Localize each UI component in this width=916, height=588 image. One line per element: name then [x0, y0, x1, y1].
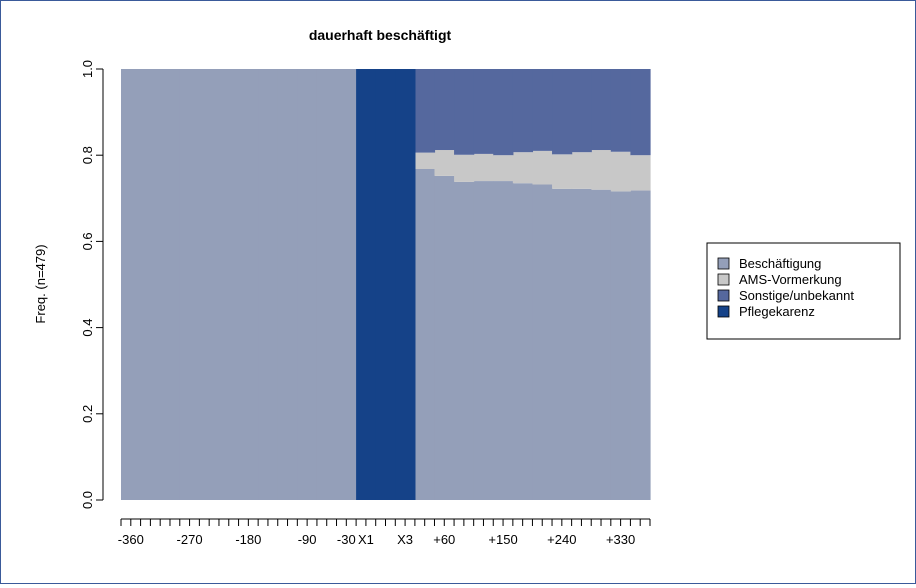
- plot-area: [121, 69, 651, 501]
- area-segment: [571, 69, 592, 153]
- legend-label: Sonstige/unbekannt: [739, 288, 854, 303]
- y-tick-label: 0.4: [80, 319, 95, 337]
- area-segment: [336, 69, 357, 500]
- area-segment: [258, 69, 279, 500]
- area-segment: [356, 69, 377, 500]
- series-pflegekarenz: [356, 69, 416, 500]
- x-tick-label: +330: [606, 532, 635, 547]
- x-tick-label: X1: [358, 532, 374, 547]
- area-segment: [552, 69, 573, 155]
- legend-box: [706, 242, 901, 340]
- area-segment: [454, 181, 475, 501]
- y-tick-label: 0.2: [80, 405, 95, 423]
- area-segment: [473, 153, 494, 182]
- area-segment: [610, 69, 631, 152]
- area-segment: [512, 183, 534, 500]
- y-tick-label: 1.0: [80, 60, 95, 78]
- area-segment: [414, 152, 436, 169]
- legend-label: Pflegekarenz: [739, 304, 815, 319]
- area-segment: [512, 69, 534, 153]
- area-segment: [591, 189, 612, 500]
- area-segment: [512, 152, 534, 184]
- x-tick-label: +60: [433, 532, 455, 547]
- y-tick-label: 0.6: [80, 232, 95, 250]
- y-axis-label: Freq. (n=479): [33, 244, 48, 323]
- area-segment: [571, 152, 592, 189]
- area-segment: [630, 190, 651, 501]
- x-tick-label: +150: [488, 532, 517, 547]
- y-tick-label: 0.8: [80, 146, 95, 164]
- legend-label: AMS-Vormerkung: [739, 272, 842, 287]
- area-segment: [434, 175, 455, 500]
- area-segment: [179, 69, 200, 500]
- series-sonstige-unbekannt: [414, 69, 651, 156]
- x-axis: -360 -270 -180 -90 -30 X1 X3 +60 +150 +240 +330: [118, 518, 651, 547]
- area-segment: [552, 188, 573, 500]
- x-tick-label: X3: [397, 532, 413, 547]
- legend-swatch: [717, 257, 730, 270]
- legend-swatch: [717, 305, 730, 318]
- x-tick-label: -180: [235, 532, 261, 547]
- y-tick-label: 0.0: [80, 491, 95, 509]
- area-segment: [532, 69, 553, 151]
- area-segment: [199, 69, 220, 500]
- area-segment: [454, 69, 475, 155]
- area-segment: [238, 69, 259, 500]
- x-tick-label: -90: [298, 532, 317, 547]
- area-segment: [591, 69, 612, 151]
- y-axis: 0.0 0.2 0.4 0.6 0.8 1.0: [80, 60, 104, 509]
- area-segment: [473, 181, 494, 500]
- area-segment: [473, 69, 494, 154]
- area-segment: [434, 150, 455, 176]
- area-segment: [532, 150, 553, 185]
- area-segment: [591, 150, 612, 190]
- area-segment: [434, 69, 455, 151]
- area-segment: [277, 69, 298, 500]
- area-segment: [218, 69, 240, 500]
- area-segment: [316, 69, 338, 500]
- chart-title: dauerhaft beschäftigt: [309, 27, 452, 43]
- area-segment: [571, 188, 592, 500]
- area-segment: [297, 69, 318, 500]
- series-besch-ftigung: [121, 69, 651, 501]
- area-segment: [630, 155, 651, 191]
- area-segment: [493, 181, 514, 500]
- area-segment: [140, 69, 161, 500]
- area-segment: [375, 69, 396, 500]
- x-tick-label: +240: [547, 532, 576, 547]
- legend-label: Beschäftigung: [739, 256, 821, 271]
- area-segment: [160, 69, 181, 500]
- area-segment: [610, 151, 631, 192]
- area-segment: [493, 69, 514, 156]
- legend-swatch: [717, 289, 730, 302]
- area-segment: [493, 155, 514, 182]
- area-segment: [414, 168, 436, 501]
- x-tick-label: -270: [177, 532, 203, 547]
- area-segment: [630, 69, 651, 156]
- area-segment: [414, 69, 436, 153]
- series-ams-vormerkung: [414, 150, 651, 192]
- x-tick-label: -360: [118, 532, 144, 547]
- area-segment: [121, 69, 142, 500]
- legend-swatch: [717, 273, 730, 286]
- legend: BeschäftigungAMS-VormerkungSonstige/unbe…: [706, 242, 901, 340]
- x-tick-label: -30: [337, 532, 356, 547]
- area-segment: [610, 191, 631, 500]
- area-segment: [454, 154, 475, 182]
- area-segment: [532, 184, 553, 500]
- area-segment: [395, 69, 416, 500]
- area-segment: [552, 154, 573, 189]
